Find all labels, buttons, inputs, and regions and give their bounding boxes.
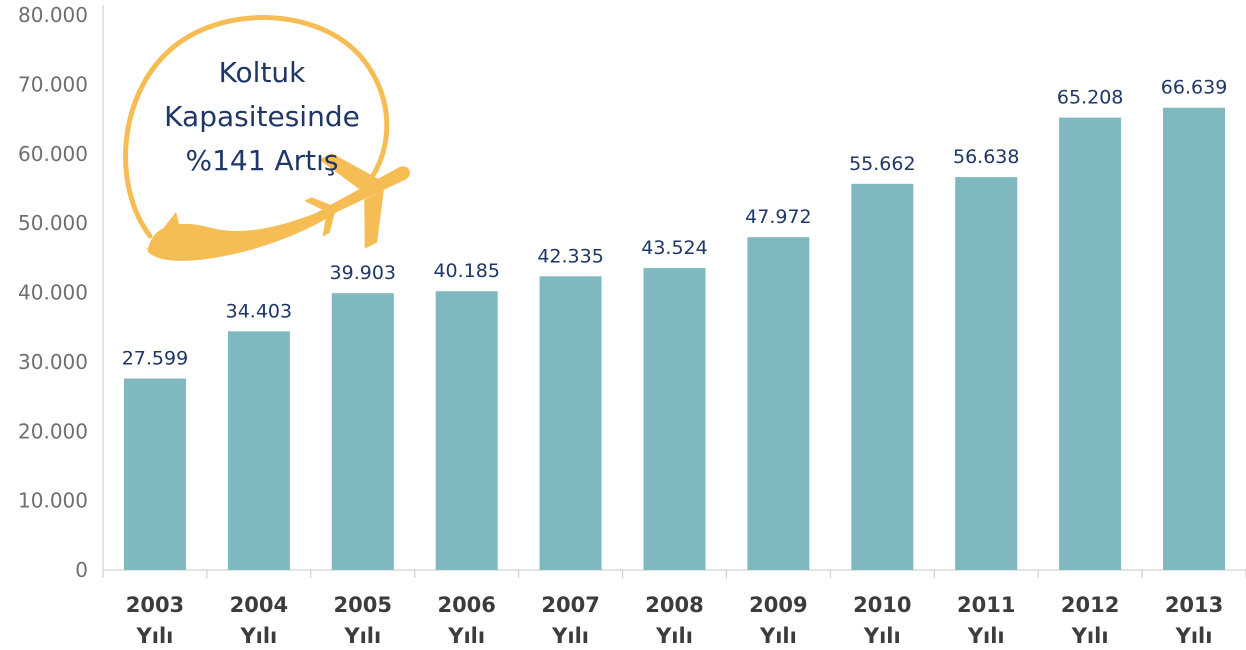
value-label: 66.639 xyxy=(1161,77,1227,99)
y-tick-label: 10.000 xyxy=(18,489,88,513)
y-tick-label: 20.000 xyxy=(18,419,88,443)
x-tick-label-line: 2003 xyxy=(126,593,184,617)
bar xyxy=(643,268,706,570)
x-tick-label-line: Yılı xyxy=(759,624,797,648)
annotation-swoosh xyxy=(148,196,356,261)
x-tick-label: 2004 Yılı xyxy=(230,593,288,648)
y-tick-label: 70.000 xyxy=(18,72,88,96)
value-label: 34.403 xyxy=(226,300,292,322)
y-axis-labels: 0 10.000 20.000 30.000 40.000 50.000 60.000 70.… xyxy=(18,3,88,582)
x-tick-label-line: 2012 xyxy=(1061,593,1119,617)
bar xyxy=(1163,107,1226,570)
x-tick-label-line: Yılı xyxy=(136,624,174,648)
annotation-swoosh-tip xyxy=(146,212,182,250)
x-tick-label: 2011 Yılı xyxy=(957,593,1015,648)
x-tick-label-line: 2009 xyxy=(749,593,807,617)
bar xyxy=(227,331,290,570)
y-tick-label: 80.000 xyxy=(18,3,88,27)
value-label: 40.185 xyxy=(433,260,499,282)
x-tick-label: 2010 Yılı xyxy=(853,593,911,648)
bar xyxy=(435,291,498,570)
value-label: 47.972 xyxy=(745,206,811,228)
x-tick-label-line: 2007 xyxy=(541,593,599,617)
x-tick-label-line: 2006 xyxy=(437,593,495,617)
x-tick-label-line: Yılı xyxy=(967,624,1005,648)
x-tick-label-line: Yılı xyxy=(551,624,589,648)
bar xyxy=(851,183,914,570)
x-tick-label-line: Yılı xyxy=(655,624,693,648)
x-tick-label-line: 2010 xyxy=(853,593,911,617)
value-label: 56.638 xyxy=(953,146,1019,168)
annotation-line-2: Kapasitesinde xyxy=(164,100,360,133)
annotation-line-1: Koltuk xyxy=(219,56,307,89)
x-tick-label-line: 2008 xyxy=(645,593,703,617)
annotation-line-3: %141 Artış xyxy=(186,144,339,177)
value-label: 43.524 xyxy=(641,237,707,259)
x-tick-label: 2006 Yılı xyxy=(437,593,495,648)
value-labels: 27.599 34.403 39.903 40.185 42.335 43.524 47.9… xyxy=(122,77,1228,370)
x-tick-label: 2003 Yılı xyxy=(126,593,184,648)
bar xyxy=(331,293,394,570)
value-label: 65.208 xyxy=(1057,87,1123,109)
bars xyxy=(123,107,1226,571)
bar xyxy=(1059,117,1122,570)
capacity-increase-annotation: Koltuk Kapasitesinde %141 Artış xyxy=(123,15,410,261)
bar xyxy=(539,276,602,570)
x-tick-label-line: Yılı xyxy=(1071,624,1109,648)
x-tick-label-line: Yılı xyxy=(1175,624,1213,648)
x-tick-label-line: Yılı xyxy=(447,624,485,648)
value-label: 42.335 xyxy=(537,245,603,267)
x-tick-label: 2008 Yılı xyxy=(645,593,703,648)
x-tick-label: 2012 Yılı xyxy=(1061,593,1119,648)
x-tick-label: 2005 Yılı xyxy=(334,593,392,648)
x-tick-label-line: Yılı xyxy=(239,624,277,648)
value-label: 55.662 xyxy=(849,153,915,175)
x-tick-label-line: 2005 xyxy=(334,593,392,617)
x-tick-label: 2009 Yılı xyxy=(749,593,807,648)
value-label: 39.903 xyxy=(330,262,396,284)
bar xyxy=(747,237,810,570)
y-tick-label: 60.000 xyxy=(18,142,88,166)
value-label: 27.599 xyxy=(122,348,188,370)
x-tick-label: 2013 Yılı xyxy=(1165,593,1223,648)
y-tick-label: 40.000 xyxy=(18,281,88,305)
x-tick-label-line: 2013 xyxy=(1165,593,1223,617)
y-tick-label: 0 xyxy=(75,558,88,582)
annotation-ring xyxy=(123,15,390,239)
x-tick-label-line: Yılı xyxy=(863,624,901,648)
x-axis-labels: 2003 Yılı 2004 Yılı 2005 Yılı 2006 Yılı 2007 Yılı… xyxy=(126,593,1224,648)
bar xyxy=(955,177,1018,571)
bar xyxy=(123,378,186,570)
x-tick-label: 2007 Yılı xyxy=(541,593,599,648)
x-tick-label-line: Yılı xyxy=(343,624,381,648)
y-tick-label: 50.000 xyxy=(18,211,88,235)
y-tick-label: 30.000 xyxy=(18,350,88,374)
x-tick-label-line: 2011 xyxy=(957,593,1015,617)
x-tick-label-line: 2004 xyxy=(230,593,288,617)
airplane-icon xyxy=(304,153,410,249)
